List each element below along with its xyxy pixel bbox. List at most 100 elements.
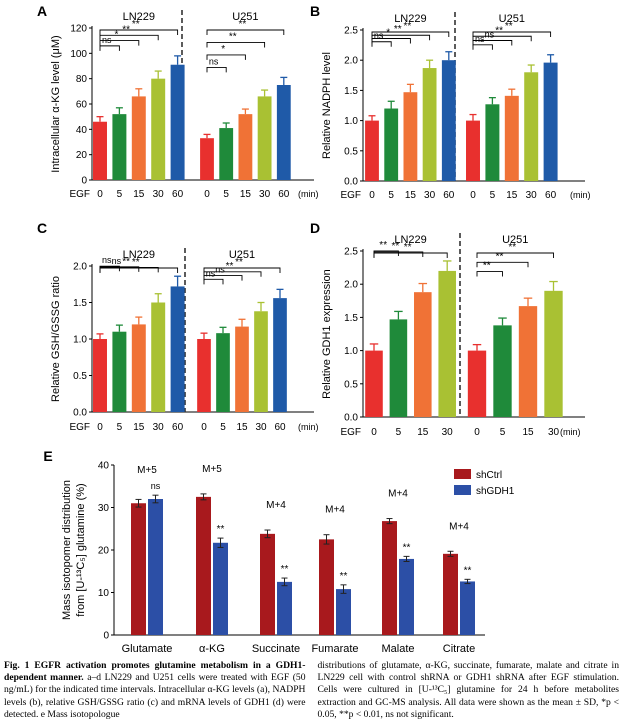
panel-b-sig-label: **	[495, 25, 503, 36]
panel-b-sig-bracket	[472, 31, 552, 37]
panel-c-bar	[112, 331, 127, 412]
panel-b-y-axis-title: Relative NADPH level	[321, 52, 333, 159]
panel-b-bar	[543, 62, 558, 182]
panel-c-sig-bracket	[203, 275, 243, 281]
panel-a-y-tick-label: 60	[76, 100, 88, 111]
panel-b-bar	[485, 104, 500, 181]
caption-left-column: Fig. 1 EGFR activation promotes glutamin…	[4, 660, 306, 721]
panel-e-y-tick-label: 30	[98, 503, 110, 514]
panel-c-x-tick-label: 15	[133, 422, 145, 433]
panel-e-sig-label: **	[403, 542, 411, 553]
panel-d-x-tick-label: 0	[371, 427, 377, 438]
panel-d-bar	[544, 290, 563, 417]
panel-e-isotopomer-label: M+5	[137, 465, 157, 476]
panel-c-sig-label: **	[235, 257, 243, 268]
panel-d-y-tick-label: 1.0	[344, 346, 358, 357]
panel-d-sig-label: **	[508, 242, 516, 253]
panel-b-x-tick-label: 60	[545, 190, 557, 201]
panel-c-y-tick-label: 2.0	[73, 262, 87, 273]
panel-d-bar	[414, 292, 432, 417]
panel-c-bar	[273, 298, 287, 412]
panel-a-bar	[131, 96, 146, 180]
panel-b-bar	[504, 95, 519, 181]
panel-c-y-tick-label: 0.0	[73, 408, 87, 419]
panel-c-sig-bracket	[203, 271, 262, 277]
panel-a-y-axis-title: Intracellular α-KG level (μM)	[50, 35, 62, 172]
panel-b-sig-bracket	[371, 38, 411, 44]
panel-b-bar	[524, 72, 539, 181]
panel-d-x-tick-label: 5	[396, 427, 402, 438]
panel-a-sig-label: **	[132, 19, 140, 30]
panel-e-y-axis-title: Mass isotopomer distribution	[61, 480, 73, 620]
panel-a-y-tick-label: 80	[76, 74, 88, 85]
panel-d-y-tick-label: 0.0	[344, 413, 358, 424]
panel-e-bar-shctrl	[196, 496, 211, 635]
panel-a-bar	[257, 96, 272, 180]
panel-b-sig-bracket	[371, 41, 392, 47]
panel-e-bar-shgdh1	[399, 558, 414, 635]
panel-d-sig-bracket	[476, 271, 503, 277]
panel-e-bar-shctrl	[319, 539, 334, 635]
panel-d-sig-bracket	[476, 261, 529, 268]
panel-c-x-tick-label: 5	[220, 422, 226, 433]
panel-a-y-tick-label: 0	[81, 176, 87, 187]
panel-a-bar	[112, 114, 127, 180]
panel-a-y-tick-label: 100	[70, 49, 87, 60]
panel-a-sig-bracket	[206, 42, 266, 48]
panel-e-sig-label: **	[464, 565, 472, 576]
panel-c-sig-label: ns	[102, 255, 112, 265]
panel-e-y-axis-title-2: from [U-¹³C₅] glutamine (%)	[75, 483, 87, 616]
panel-e-y-tick-label: 40	[98, 461, 110, 472]
panel-e-sig-label: ns	[151, 481, 161, 491]
panel-a-x-unit: (min)	[298, 189, 319, 199]
panel-e-bar-shgdh1	[277, 581, 292, 635]
panel-d-sig-label: **	[496, 251, 504, 262]
panel-d-sig-label: **	[404, 242, 412, 253]
panel-a-sig-bracket	[206, 29, 285, 35]
panel-a-x-label: EGF	[69, 189, 90, 200]
panel-d-bar	[467, 350, 487, 417]
panel-e-bar-shgdh1	[213, 542, 228, 635]
panel-b-x-tick-label: 15	[405, 190, 417, 201]
panel-b-sig-label: **	[505, 21, 513, 32]
panel-a: A 0 20 40 60 80 100 120 Intracellular α-KG level…	[37, 3, 319, 200]
panel-b-bar	[422, 68, 437, 181]
panel-e-legend-swatch	[454, 485, 471, 495]
panel-b-sig-label: ns	[475, 34, 485, 44]
panel-e-x-tick-label: Citrate	[443, 643, 475, 655]
panel-d-x-tick-label: 15	[522, 427, 534, 438]
panel-c-x-tick-label: 5	[117, 422, 123, 433]
panel-c-bar	[197, 339, 211, 412]
panel-e-y-tick-label: 0	[103, 631, 109, 642]
panel-c-y-tick-label: 1.0	[73, 335, 87, 346]
figure-caption: Fig. 1 EGFR activation promotes glutamin…	[4, 660, 619, 721]
panel-d-sig-label: **	[379, 240, 387, 251]
panel-c-x-tick-label: 30	[255, 422, 267, 433]
panel-b: B 0.0 0.5 1.0 1.5 2.0 2.5 Relative NADPH level E…	[310, 3, 591, 201]
panel-a-sig-bracket	[99, 34, 159, 41]
panel-b-sig-label: **	[394, 24, 402, 35]
panel-d-x-unit: (min)	[560, 427, 581, 437]
panel-c-sig-label: ns	[206, 268, 216, 278]
panel-d-group-label: U251	[502, 234, 528, 246]
panel-a-bar	[238, 114, 253, 180]
panel-e-label: E	[43, 448, 52, 464]
panel-e-bar-shgdh1	[336, 589, 351, 635]
panel-c-x-tick-label: 0	[201, 422, 207, 433]
panel-a-sig-bracket	[206, 54, 246, 60]
panel-b-x-tick-label: 5	[490, 190, 496, 201]
caption-right-column: distributions of glutamate, α-KG, succin…	[317, 660, 620, 720]
panel-a-bar	[151, 78, 166, 180]
panel-e-sig-label: **	[340, 571, 348, 582]
caption-lead: Fig. 1 EGFR activation promotes glutamin…	[4, 660, 306, 684]
panel-b-sig-bracket	[371, 31, 450, 37]
panel-a-y-tick-label: 20	[76, 150, 88, 161]
panel-b-x-tick-label: 5	[388, 190, 394, 201]
panel-b-bar	[403, 92, 418, 181]
panel-e-legend-label: shGDH1	[476, 486, 515, 497]
panel-c-bar	[235, 326, 249, 412]
panel-e-sig-label: **	[281, 564, 289, 575]
panel-a-x-tick-label: 30	[153, 189, 165, 200]
panel-e-bar-shctrl	[260, 533, 275, 635]
panel-e-isotopomer-label: M+4	[388, 489, 408, 500]
